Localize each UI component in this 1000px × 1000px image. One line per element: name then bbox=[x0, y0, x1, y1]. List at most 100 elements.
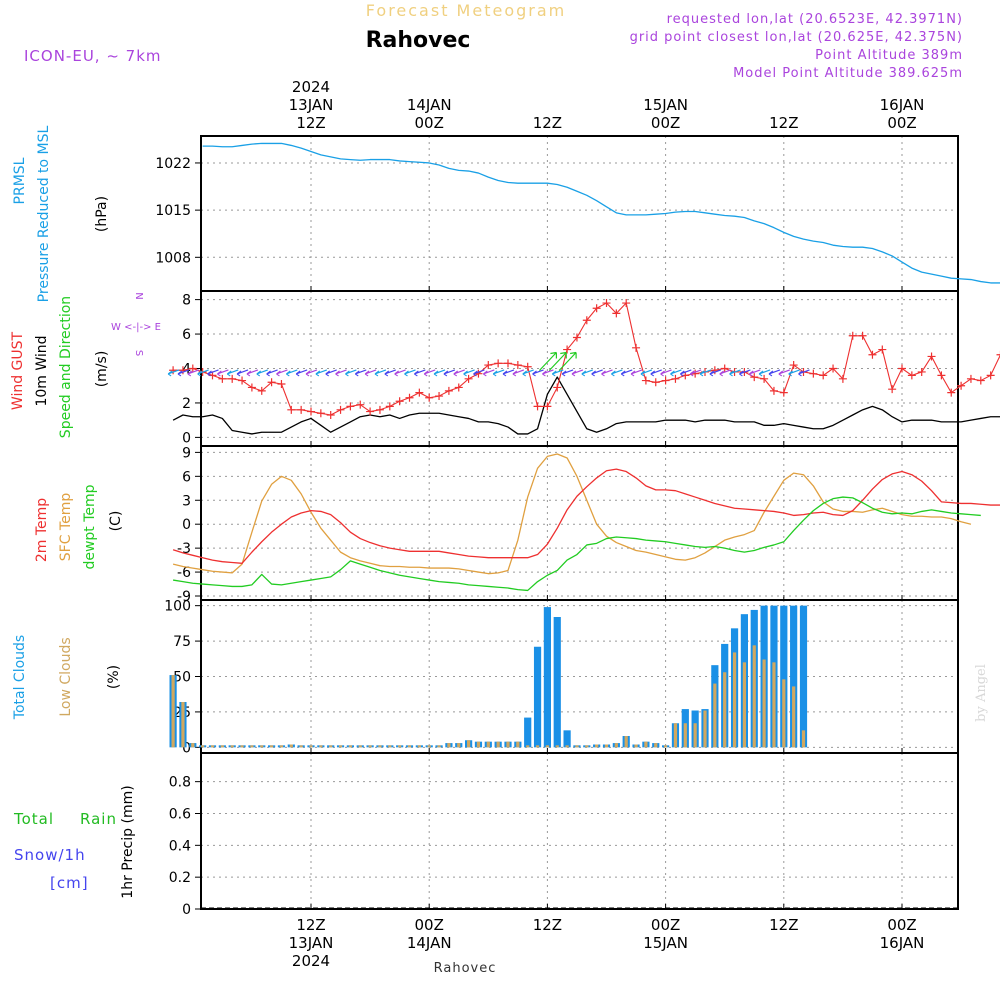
low-clouds-label: Low Clouds bbox=[58, 637, 74, 716]
time-label: 12Z bbox=[533, 916, 562, 934]
wind-dir-arrow bbox=[414, 369, 426, 377]
gust-marker bbox=[976, 376, 985, 385]
gust-marker bbox=[907, 371, 916, 380]
wind-dir-arrow bbox=[660, 369, 672, 377]
gust-marker bbox=[641, 376, 650, 385]
time-label: 13JAN bbox=[289, 934, 334, 952]
compass-we: W <-|-> E bbox=[111, 322, 161, 333]
wind-dir-arrow bbox=[295, 369, 308, 377]
wind-dir-arrow bbox=[670, 369, 682, 377]
y-tick-label: 0.8 bbox=[169, 775, 191, 791]
low-clouds-bar bbox=[309, 745, 313, 748]
wind-dir-arrow bbox=[591, 369, 603, 377]
gust-marker bbox=[651, 378, 660, 387]
low-clouds-bar bbox=[585, 745, 589, 748]
low-clouds-bar bbox=[762, 659, 766, 748]
gust-marker bbox=[228, 374, 237, 383]
total-clouds-bar bbox=[533, 646, 542, 748]
low-clouds-bar bbox=[604, 744, 609, 748]
wind-dir-arrow-strong bbox=[548, 351, 567, 371]
temp-unit: (C) bbox=[108, 511, 124, 532]
wind-dir-arrow bbox=[345, 369, 357, 377]
gust-marker bbox=[612, 309, 621, 318]
gust-marker bbox=[395, 397, 404, 406]
low-clouds-bar bbox=[407, 745, 412, 748]
time-label: 12Z bbox=[533, 114, 562, 132]
y-tick-label: 0.6 bbox=[169, 806, 191, 822]
point-altitude: Point Altitude 389m bbox=[815, 48, 963, 63]
wind-dir-arrow bbox=[699, 369, 712, 377]
gust-marker bbox=[829, 364, 838, 373]
gust-marker bbox=[504, 359, 512, 368]
gust-marker bbox=[878, 345, 887, 354]
wind-dir-arrow bbox=[482, 369, 495, 377]
total-clouds-bar bbox=[553, 617, 561, 748]
gust-marker bbox=[277, 380, 286, 388]
gust-marker bbox=[632, 343, 641, 352]
y-axis-labels: PRMSL Pressure Reduced to MSL (hPa) Wind… bbox=[10, 125, 161, 898]
gust-marker bbox=[307, 407, 315, 416]
wind-dir-arrow bbox=[236, 369, 249, 377]
panel-frame bbox=[200, 445, 959, 601]
wind-dir-arrow bbox=[354, 369, 367, 377]
low-clouds-bar bbox=[250, 745, 254, 748]
y-tick-label: 2 bbox=[182, 396, 191, 412]
wind-dir-arrow bbox=[640, 369, 653, 377]
wind-dir-arrow bbox=[364, 369, 377, 377]
low-clouds-bar bbox=[270, 745, 274, 748]
gust-marker bbox=[819, 371, 828, 380]
gust-marker bbox=[986, 371, 995, 380]
low-clouds-bar bbox=[644, 741, 648, 748]
time-label: 00Z bbox=[651, 114, 680, 132]
y-tick-label: 0 bbox=[182, 740, 191, 756]
low-clouds-bar bbox=[191, 743, 195, 748]
gust-marker bbox=[533, 402, 542, 411]
footer-location: Rahovec bbox=[434, 961, 497, 976]
wind-dir-arrow bbox=[739, 369, 751, 377]
pressure-line bbox=[202, 142, 1000, 284]
gust-label: Wind GUST bbox=[10, 331, 26, 410]
wind-dir-arrow bbox=[502, 369, 515, 377]
pressure-unit: (hPa) bbox=[94, 196, 110, 232]
low-clouds-bar bbox=[772, 662, 776, 748]
time-label: 13JAN bbox=[289, 96, 334, 114]
chart-marks bbox=[167, 142, 1000, 909]
low-clouds-bar bbox=[417, 745, 421, 748]
y-tick-label: 1008 bbox=[155, 250, 191, 266]
gust-marker bbox=[326, 411, 335, 419]
gust-marker bbox=[917, 367, 926, 376]
gust-marker bbox=[247, 383, 256, 392]
gust-marker bbox=[375, 405, 384, 414]
low-clouds-bar bbox=[555, 745, 559, 748]
gust-marker bbox=[622, 299, 631, 308]
gust-marker bbox=[543, 402, 552, 411]
y-tick-label: 1015 bbox=[155, 203, 191, 219]
gust-marker bbox=[898, 364, 906, 373]
gust-marker bbox=[267, 378, 276, 387]
gust-marker bbox=[888, 385, 897, 394]
wind-dir-arrow bbox=[512, 369, 525, 377]
gust-marker bbox=[287, 405, 296, 414]
wind-dir-arrow bbox=[276, 369, 288, 377]
low-clouds-bar bbox=[378, 745, 382, 748]
low-clouds-bar bbox=[388, 745, 392, 748]
wind-dir-arrow bbox=[187, 369, 199, 377]
low-clouds-bar bbox=[506, 741, 510, 748]
low-clouds-bar bbox=[348, 745, 352, 748]
y-tick-label: 0 bbox=[182, 902, 191, 918]
requested-coords: requested lon,lat (20.6523E, 42.3971N) bbox=[667, 12, 963, 27]
sfc-temp-label: SFC Temp bbox=[58, 493, 74, 562]
wind-dir-arrow bbox=[305, 369, 318, 377]
wind-dir-arrow bbox=[758, 369, 771, 377]
temp2m-line bbox=[172, 468, 1000, 564]
wind-dir-arrow bbox=[443, 369, 456, 377]
y-tick-label: 8 bbox=[182, 293, 191, 309]
panel-frame bbox=[200, 752, 959, 910]
wind-dir-arrow bbox=[315, 369, 328, 377]
low-clouds-bar bbox=[398, 745, 402, 748]
wind-dir-arrow bbox=[542, 369, 554, 377]
gridpoint-coords: grid point closest lon,lat (20.625E, 42.… bbox=[630, 30, 963, 45]
gust-marker bbox=[356, 400, 365, 409]
snow-label: Snow/1h bbox=[14, 846, 86, 864]
panel-frame bbox=[200, 135, 959, 292]
